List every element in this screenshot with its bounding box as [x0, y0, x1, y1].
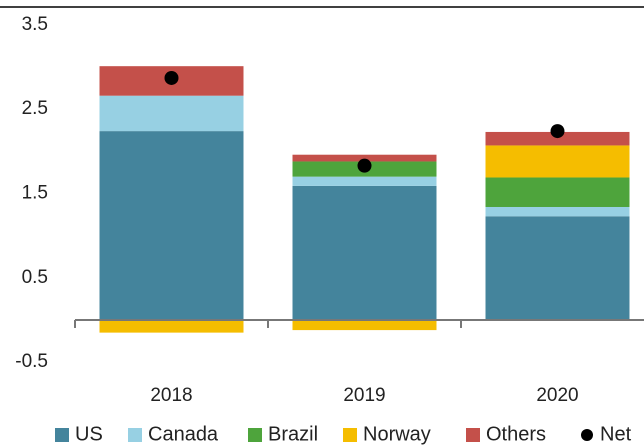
bar-segment	[99, 319, 244, 333]
bar-segment	[292, 319, 437, 331]
legend-marker	[581, 429, 593, 441]
bar-segment	[292, 176, 437, 186]
bar-segment	[485, 177, 630, 207]
legend-label: Canada	[148, 423, 219, 445]
y-tick-label: 1.5	[22, 183, 48, 204]
legend-label: Net	[600, 423, 632, 445]
legend-label: US	[75, 423, 103, 445]
legend-label: Brazil	[268, 423, 318, 445]
bar-segment	[485, 145, 630, 178]
net-dot	[550, 124, 565, 139]
x-tick-label: 2020	[536, 385, 578, 406]
legend-label: Others	[486, 423, 546, 445]
legend-swatch	[343, 428, 357, 442]
legend-swatch	[248, 428, 262, 442]
y-tick-label: 2.5	[22, 98, 48, 119]
y-tick-label: 0.5	[22, 267, 48, 288]
x-tick-label: 2019	[343, 385, 385, 406]
legend-label: Norway	[363, 423, 431, 445]
net-dot	[357, 158, 372, 173]
legend-swatch	[466, 428, 480, 442]
y-tick-label: 3.5	[22, 14, 48, 35]
bar-segment	[485, 131, 630, 146]
bar-segment	[292, 154, 437, 162]
legend-swatch	[128, 428, 142, 442]
bar-segment	[292, 185, 437, 320]
bar-segment	[99, 131, 244, 320]
bar-segment	[485, 216, 630, 320]
bar-segment	[99, 95, 244, 132]
y-tick-label: -0.5	[15, 351, 48, 372]
net-dot	[164, 70, 179, 85]
bar-segment	[485, 206, 630, 217]
x-tick-label: 2018	[150, 385, 192, 406]
legend-swatch	[55, 428, 69, 442]
